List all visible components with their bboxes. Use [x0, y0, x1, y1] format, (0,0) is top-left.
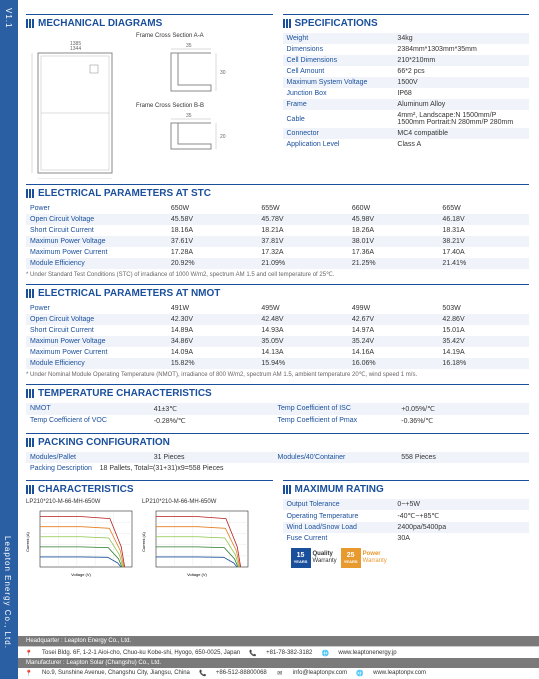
spec-row: Application LevelClass A — [283, 139, 530, 150]
badge-25: 25YEARS — [341, 548, 361, 568]
max-row: Output Tolerance0~+5W — [283, 499, 530, 510]
svg-text:Current (A): Current (A) — [26, 531, 30, 551]
pin-icon: 📍 — [26, 670, 32, 676]
elec-row: Maximun Power Voltage34.86V35.05V35.24V3… — [26, 336, 529, 347]
svg-text:Voltage (V): Voltage (V) — [187, 572, 207, 577]
section-specs: SPECIFICATIONS — [283, 14, 530, 29]
panel-drawing: 1385 1344 — [30, 39, 130, 179]
spec-row: Maximum System Voltage1500V — [283, 77, 530, 88]
max-row: Operating Temperature-40℃~+85℃ — [283, 510, 530, 522]
section-stc: ELECTRICAL PARAMETERS AT STC — [26, 184, 529, 199]
elec-row: Module Efficiency15.82%15.94%16.06%16.18… — [26, 358, 529, 369]
chart1: Voltage (V) Current (A) — [26, 507, 136, 577]
elec-row: Maximun Power Voltage37.61V37.81V38.01V3… — [26, 236, 529, 247]
spec-row: Cable4mm², Landscape:N 1500mm/P 1500mm P… — [283, 110, 530, 128]
section-nmot: ELECTRICAL PARAMETERS AT NMOT — [26, 284, 529, 299]
phone-icon: 📞 — [250, 650, 256, 656]
spec-row: FrameAluminum Alloy — [283, 99, 530, 110]
phone-icon: 📞 — [200, 670, 206, 676]
svg-text:35: 35 — [186, 113, 192, 119]
badge-15: 15YEARS — [291, 548, 311, 568]
specs-table: Weight34kgDimensions2384mm*1303mm*35mmCe… — [283, 33, 530, 150]
elec-row: Short Circuit Current18.16A18.21A18.26A1… — [26, 225, 529, 236]
company-label: Leapton Energy Co., Ltd. — [3, 536, 12, 649]
cross-b-svg: 35 20 — [136, 111, 236, 156]
cross-b-label: Frame Cross Section B-B — [136, 103, 236, 109]
stc-table: Power650W655W660W665WOpen Circuit Voltag… — [26, 203, 529, 269]
elec-row: Maximum Power Current17.28A17.32A17.36A1… — [26, 247, 529, 258]
elec-row: Power491W495W499W503W — [26, 303, 529, 314]
svg-text:1344: 1344 — [70, 46, 81, 52]
pack-desc: Packing Description 18 Pallets, Total=(3… — [26, 463, 529, 474]
nmot-note: * Under Nominal Module Operating Tempera… — [26, 371, 529, 378]
sidebar: V1.1 Leapton Energy Co., Ltd. — [0, 0, 18, 679]
content: MECHANICAL DIAGRAMS 1385 1344 Frame Cros… — [26, 0, 539, 579]
warranty-badges: 15YEARS QualityWarranty 25YEARS PowerWar… — [283, 544, 530, 572]
mechanical-diagram: 1385 1344 Frame Cross Section A-A 35 — [26, 33, 273, 178]
chart2-title: LP210*210-M-66-MH-650W — [142, 499, 252, 505]
spec-row: Junction BoxIP68 — [283, 88, 530, 99]
chart2: Voltage (V) Current (A) — [142, 507, 252, 577]
cross-a-label: Frame Cross Section A-A — [136, 33, 236, 39]
svg-text:35: 35 — [186, 43, 192, 49]
elec-row: Open Circuit Voltage42.30V42.48V42.67V42… — [26, 314, 529, 325]
svg-text:30: 30 — [220, 70, 226, 76]
section-mech: MECHANICAL DIAGRAMS — [26, 14, 273, 29]
web-icon: 🌐 — [357, 670, 363, 676]
svg-text:Current (A): Current (A) — [142, 531, 146, 551]
pin-icon: 📍 — [26, 650, 32, 656]
svg-text:Voltage (V): Voltage (V) — [71, 572, 91, 577]
max-row: Wind Load/Snow Load2400pa/5400pa — [283, 522, 530, 533]
svg-text:20: 20 — [220, 134, 226, 140]
temp-rows: NMOT41±3℃Temp Coefficient of ISC+0.05%/℃… — [26, 403, 529, 427]
cross-a-svg: 35 30 — [136, 41, 236, 96]
elec-row: Module Efficiency20.92%21.09%21.25%21.41… — [26, 258, 529, 269]
elec-row: Short Circuit Current14.89A14.93A14.97A1… — [26, 325, 529, 336]
temp-row: NMOT41±3℃Temp Coefficient of ISC+0.05%/℃ — [26, 403, 529, 415]
elec-row: Maximum Power Current14.09A14.13A14.16A1… — [26, 347, 529, 358]
mfg-bar: Manufacturer : Leapton Solar (Changshu) … — [18, 658, 539, 668]
spec-row: ConnectorMC4 compatible — [283, 128, 530, 139]
max-table: Output Tolerance0~+5WOperating Temperatu… — [283, 499, 530, 544]
temp-row: Temp Coefficient of VOC-0.28%/℃Temp Coef… — [26, 415, 529, 427]
charts: LP210*210-M-66-MH-650W Voltage (V) Curren… — [26, 499, 273, 579]
web-icon: 🌐 — [322, 650, 328, 656]
footer: Headquarter : Leapton Energy Co., Ltd. 📍… — [18, 636, 539, 679]
nmot-table: Power491W495W499W503WOpen Circuit Voltag… — [26, 303, 529, 369]
section-pack: PACKING CONFIGURATION — [26, 433, 529, 448]
hq-bar: Headquarter : Leapton Energy Co., Ltd. — [18, 636, 539, 646]
spec-row: Dimensions2384mm*1303mm*35mm — [283, 44, 530, 55]
version-label: V1.1 — [0, 0, 13, 28]
section-max: MAXIMUM RATING — [283, 480, 530, 495]
elec-row: Power650W655W660W665W — [26, 203, 529, 214]
section-temp: TEMPERATURE CHARACTERISTICS — [26, 384, 529, 399]
elec-row: Open Circuit Voltage45.58V45.78V45.98V46… — [26, 214, 529, 225]
chart1-title: LP210*210-M-66-MH-650W — [26, 499, 136, 505]
spec-row: Weight34kg — [283, 33, 530, 44]
mail-icon: ✉ — [277, 670, 283, 676]
section-char: CHARACTERISTICS — [26, 480, 273, 495]
stc-note: * Under Standard Test Conditions (STC) o… — [26, 271, 529, 278]
pack-row: Modules/Pallet31 Pieces Modules/40'Conta… — [26, 452, 529, 463]
max-row: Fuse Current30A — [283, 533, 530, 544]
spec-row: Cell Amount66*2 pcs — [283, 66, 530, 77]
spec-row: Cell Dimensions210*210mm — [283, 55, 530, 66]
